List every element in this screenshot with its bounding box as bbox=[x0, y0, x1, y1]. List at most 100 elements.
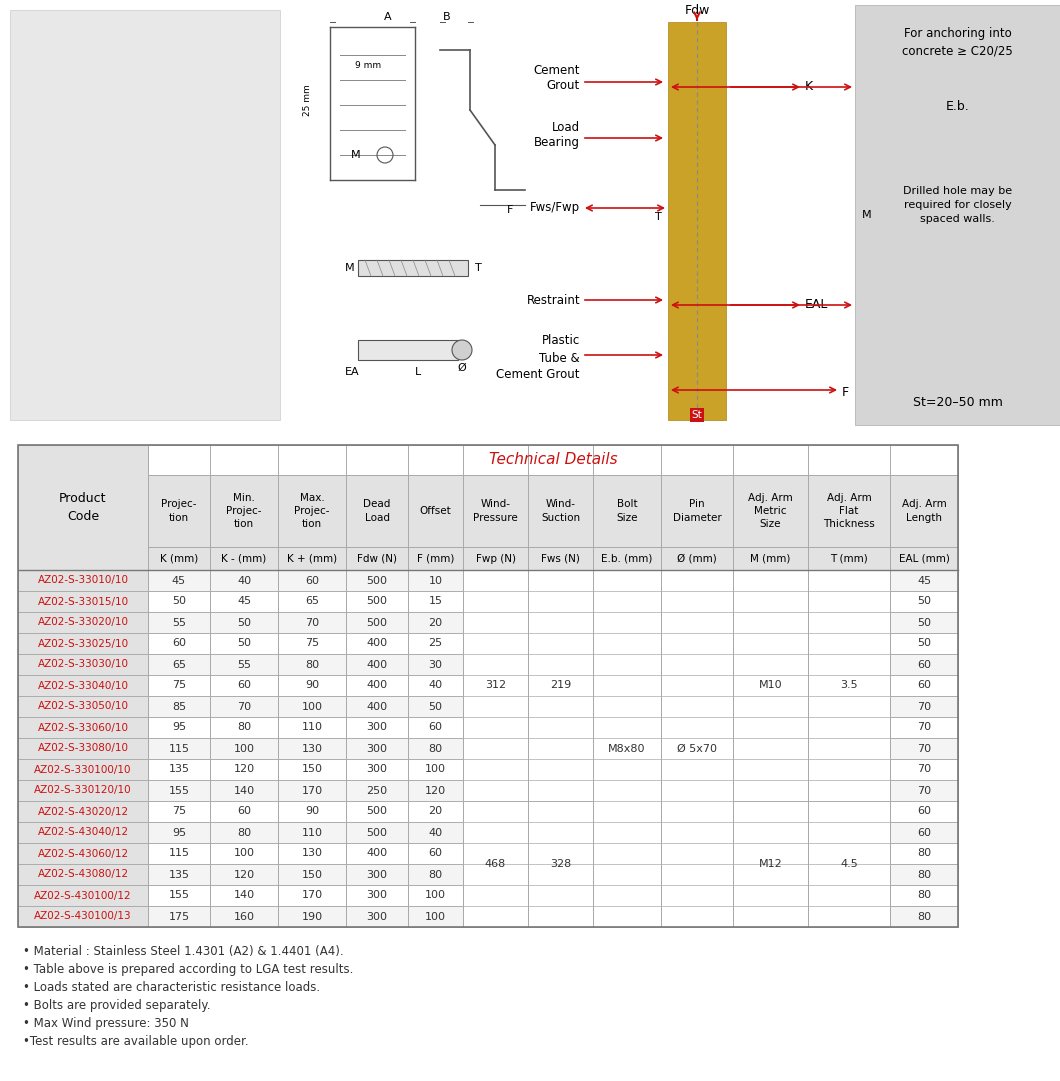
Text: 90: 90 bbox=[305, 681, 319, 691]
Text: 300: 300 bbox=[367, 744, 388, 753]
Bar bbox=[408, 612, 463, 633]
Text: AZ02-S-33015/10: AZ02-S-33015/10 bbox=[37, 597, 128, 606]
Text: Adj. Arm
Metric
Size: Adj. Arm Metric Size bbox=[748, 493, 793, 530]
Bar bbox=[278, 612, 346, 633]
Text: 160: 160 bbox=[233, 911, 254, 921]
Text: 45: 45 bbox=[917, 575, 931, 586]
Bar bbox=[528, 570, 593, 801]
Text: 110: 110 bbox=[301, 722, 322, 733]
Text: 80: 80 bbox=[917, 849, 931, 858]
Text: 130: 130 bbox=[301, 744, 322, 753]
Text: Fwp (N): Fwp (N) bbox=[476, 553, 515, 563]
Bar bbox=[148, 780, 210, 801]
Bar bbox=[528, 475, 593, 547]
Text: AZ02-S-330100/10: AZ02-S-330100/10 bbox=[34, 764, 131, 774]
Bar bbox=[278, 906, 346, 927]
Bar bbox=[210, 780, 278, 801]
Bar bbox=[408, 906, 463, 927]
Bar bbox=[408, 717, 463, 738]
Bar bbox=[148, 759, 210, 780]
Text: Fws/Fwp: Fws/Fwp bbox=[530, 201, 580, 214]
Bar bbox=[593, 475, 661, 547]
Text: 20: 20 bbox=[428, 617, 443, 627]
Bar bbox=[278, 696, 346, 717]
Text: Drilled hole may be
required for closely
spaced walls.: Drilled hole may be required for closely… bbox=[903, 186, 1012, 224]
Bar bbox=[210, 864, 278, 885]
Bar bbox=[890, 612, 958, 633]
Bar bbox=[346, 843, 408, 864]
Bar bbox=[278, 759, 346, 780]
Bar bbox=[346, 675, 408, 696]
Text: • Table above is prepared according to LGA test results.: • Table above is prepared according to L… bbox=[23, 963, 353, 976]
Text: 65: 65 bbox=[305, 597, 319, 606]
Bar bbox=[346, 547, 408, 570]
Bar bbox=[890, 570, 958, 591]
Text: AZ02-S-430100/12: AZ02-S-430100/12 bbox=[34, 891, 131, 900]
Bar bbox=[890, 475, 958, 547]
Bar bbox=[890, 906, 958, 927]
Text: K (mm): K (mm) bbox=[160, 553, 198, 563]
Bar bbox=[278, 633, 346, 654]
Bar bbox=[734, 547, 808, 570]
Bar bbox=[408, 801, 463, 822]
Text: 140: 140 bbox=[233, 786, 254, 796]
Bar bbox=[808, 475, 890, 547]
Text: 80: 80 bbox=[428, 869, 443, 880]
Bar bbox=[528, 547, 593, 570]
Text: 120: 120 bbox=[425, 786, 446, 796]
Text: 10: 10 bbox=[428, 575, 442, 586]
Text: AZ02-S-33025/10: AZ02-S-33025/10 bbox=[37, 639, 128, 649]
Bar bbox=[18, 885, 148, 906]
Bar bbox=[148, 475, 210, 547]
Text: AZ02-S-43080/12: AZ02-S-43080/12 bbox=[37, 869, 128, 880]
Bar bbox=[278, 780, 346, 801]
Text: AZ02-S-430100/13: AZ02-S-430100/13 bbox=[34, 911, 131, 921]
Bar bbox=[593, 547, 661, 570]
Bar bbox=[278, 591, 346, 612]
Text: Ø (mm): Ø (mm) bbox=[677, 553, 717, 563]
Bar bbox=[278, 570, 346, 591]
Bar bbox=[890, 547, 958, 570]
Text: 40: 40 bbox=[237, 575, 251, 586]
Text: • Loads stated are characteristic resistance loads.: • Loads stated are characteristic resist… bbox=[23, 980, 320, 995]
Text: 50: 50 bbox=[172, 597, 185, 606]
Text: 55: 55 bbox=[237, 659, 251, 669]
Bar bbox=[278, 864, 346, 885]
Bar bbox=[890, 696, 958, 717]
Text: AZ02-S-33060/10: AZ02-S-33060/10 bbox=[37, 722, 128, 733]
Text: For anchoring into
concrete ≥ C20/25: For anchoring into concrete ≥ C20/25 bbox=[902, 27, 1013, 57]
Text: 80: 80 bbox=[305, 659, 319, 669]
Text: AZ02-S-43020/12: AZ02-S-43020/12 bbox=[37, 806, 128, 816]
Bar bbox=[148, 570, 210, 591]
Bar bbox=[278, 801, 346, 822]
Text: 500: 500 bbox=[367, 827, 388, 838]
Text: 50: 50 bbox=[237, 639, 251, 649]
Text: L: L bbox=[416, 368, 421, 377]
Text: •Test results are available upon order.: •Test results are available upon order. bbox=[23, 1035, 249, 1047]
Text: Wind-
Suction: Wind- Suction bbox=[541, 499, 580, 522]
Bar bbox=[210, 591, 278, 612]
Text: 60: 60 bbox=[917, 806, 931, 816]
Bar bbox=[346, 570, 408, 591]
Text: F (mm): F (mm) bbox=[417, 553, 454, 563]
Bar bbox=[18, 738, 148, 759]
Bar bbox=[463, 475, 528, 547]
Text: B: B bbox=[443, 12, 450, 22]
Bar bbox=[278, 475, 346, 547]
Bar bbox=[278, 547, 346, 570]
Text: 9 mm: 9 mm bbox=[355, 61, 381, 69]
Text: M8x80: M8x80 bbox=[608, 744, 646, 753]
Text: 50: 50 bbox=[917, 597, 931, 606]
Text: 45: 45 bbox=[237, 597, 251, 606]
Text: T: T bbox=[655, 212, 661, 222]
Bar bbox=[346, 759, 408, 780]
Bar bbox=[148, 885, 210, 906]
Bar bbox=[408, 864, 463, 885]
Bar bbox=[408, 696, 463, 717]
Bar bbox=[890, 654, 958, 675]
Bar bbox=[346, 591, 408, 612]
Bar bbox=[210, 906, 278, 927]
Text: 70: 70 bbox=[917, 722, 931, 733]
Bar bbox=[408, 633, 463, 654]
Text: 170: 170 bbox=[301, 786, 322, 796]
